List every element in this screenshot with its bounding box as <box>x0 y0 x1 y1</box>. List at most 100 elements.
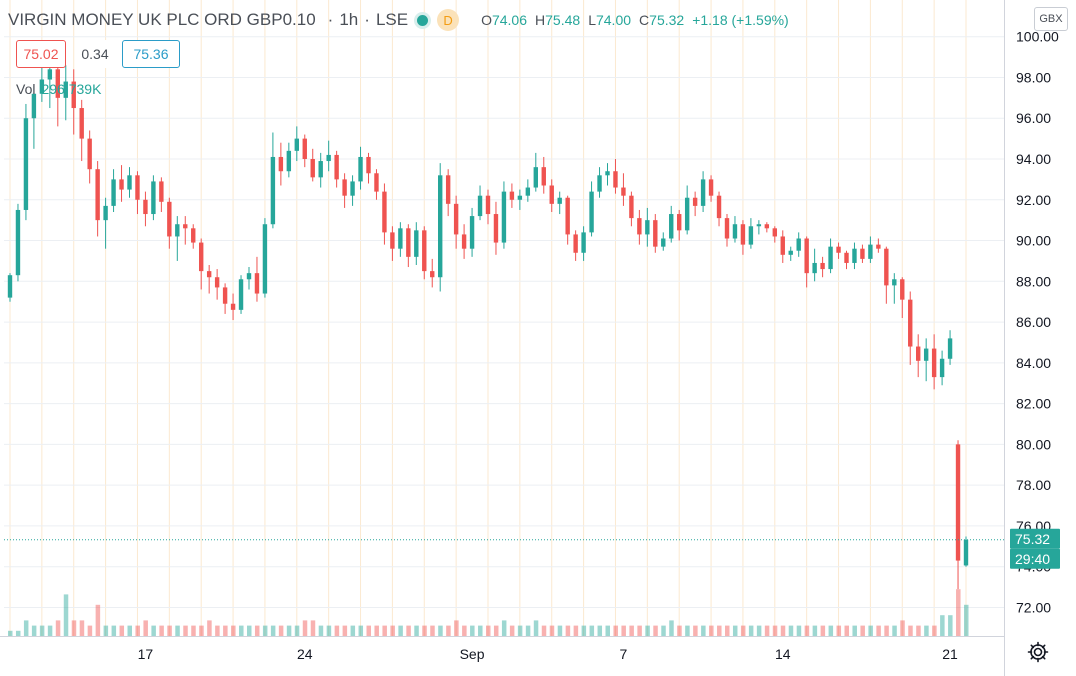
delayed-badge[interactable]: D <box>437 9 460 31</box>
y-tick-label: 88.00 <box>1016 273 1051 289</box>
volume-bar <box>223 625 228 636</box>
volume-bar <box>310 620 316 636</box>
candle-body <box>916 346 921 361</box>
high-value: H75.48 <box>535 12 581 28</box>
interval-label[interactable]: 1h <box>339 10 359 29</box>
candle-body <box>23 118 29 210</box>
sell-price-button[interactable]: 75.02 <box>16 40 66 68</box>
volume-bar <box>581 625 587 636</box>
candle-body <box>310 159 315 178</box>
candle-body <box>111 179 116 206</box>
symbol-header: VIRGIN MONEY UK PLC ORD GBP0.10 · 1h · L… <box>8 9 789 31</box>
volume-bar <box>215 625 220 636</box>
volume-bar <box>892 625 897 636</box>
candle-body <box>230 303 236 310</box>
volume-bar <box>486 625 491 636</box>
last-price-badge <box>1010 528 1060 549</box>
x-tick-label: 14 <box>775 646 791 662</box>
candle-body <box>708 179 714 196</box>
volume-bar <box>541 625 547 636</box>
exchange-label: LSE <box>375 10 409 29</box>
volume-bar <box>653 625 658 636</box>
candle-body <box>573 234 578 253</box>
volume-bar <box>278 625 284 636</box>
volume-bar <box>804 625 810 636</box>
volume-bar <box>685 625 690 636</box>
candle-body <box>342 179 347 196</box>
volume-bar <box>725 625 730 636</box>
volume-bar <box>247 625 252 636</box>
candle-body <box>79 108 84 139</box>
candle-body <box>963 539 969 566</box>
y-tick-label: 98.00 <box>1016 69 1051 85</box>
symbol-name[interactable]: VIRGIN MONEY UK PLC ORD GBP0.10 <box>8 10 316 29</box>
volume-bar <box>525 625 531 636</box>
candle-body <box>955 444 961 561</box>
candle-body <box>796 238 801 251</box>
candle-body <box>485 195 491 215</box>
buy-price-button[interactable]: 75.36 <box>122 40 180 68</box>
volume-bar <box>740 625 746 636</box>
candle-body <box>549 185 554 204</box>
volume-bar <box>493 625 499 636</box>
volume-bar <box>239 625 244 636</box>
candle-body <box>55 69 60 98</box>
y-tick-label: 78.00 <box>1016 477 1051 493</box>
candle-body <box>732 224 738 239</box>
y-tick-label: 72.00 <box>1016 599 1051 615</box>
volume-bar <box>8 630 13 636</box>
candle-body <box>541 167 546 186</box>
volume-bar <box>71 620 77 636</box>
candle-body <box>406 228 411 257</box>
candle-body <box>629 195 634 219</box>
candle-body <box>581 232 586 253</box>
volume-bar <box>717 625 722 636</box>
gear-icon[interactable] <box>1026 640 1050 664</box>
candle-body <box>47 69 53 80</box>
last-price-label: 75.32 <box>1015 531 1050 547</box>
spread-value: 0.34 <box>76 40 114 68</box>
volume-bar <box>828 625 834 636</box>
candle-body <box>931 348 937 378</box>
volume-bar <box>956 589 961 636</box>
volume-bar <box>422 625 427 636</box>
candle-body <box>700 179 706 206</box>
currency-button[interactable]: GBX <box>1034 7 1068 31</box>
candle-body <box>461 234 467 249</box>
close-value: C75.32 <box>639 12 685 28</box>
candle-body <box>286 150 292 172</box>
volume-bar <box>645 625 650 636</box>
candle-body <box>764 224 770 229</box>
candle-body <box>374 173 379 192</box>
candle-body <box>653 220 658 247</box>
volume-bar <box>39 625 45 636</box>
candle-body <box>780 236 785 255</box>
y-tick-label: 92.00 <box>1016 192 1051 208</box>
candle-body <box>191 228 196 243</box>
candle-body <box>724 218 730 239</box>
y-tick-label: 84.00 <box>1016 355 1051 371</box>
candle-body <box>533 167 538 188</box>
x-tick-label: Sep <box>460 646 485 662</box>
candle-body <box>453 203 459 235</box>
candle-body <box>445 175 451 204</box>
volume-bar <box>621 625 626 636</box>
candle-body <box>87 138 92 170</box>
volume-bar <box>637 625 642 636</box>
volume-bar <box>254 625 260 636</box>
candle-body <box>621 187 626 196</box>
candle-body <box>605 171 610 176</box>
candle-body <box>597 175 602 192</box>
volume-bar <box>629 625 634 636</box>
market-status[interactable]: D <box>414 9 460 31</box>
volume-bar <box>167 625 172 636</box>
volume-bar <box>613 625 618 636</box>
volume-bar <box>884 625 889 636</box>
candle-body <box>390 232 395 249</box>
volume-bar <box>103 625 109 636</box>
candle-body <box>350 181 355 196</box>
candle-body <box>151 181 156 215</box>
candle-body <box>278 156 284 172</box>
volume-bar <box>772 625 778 636</box>
